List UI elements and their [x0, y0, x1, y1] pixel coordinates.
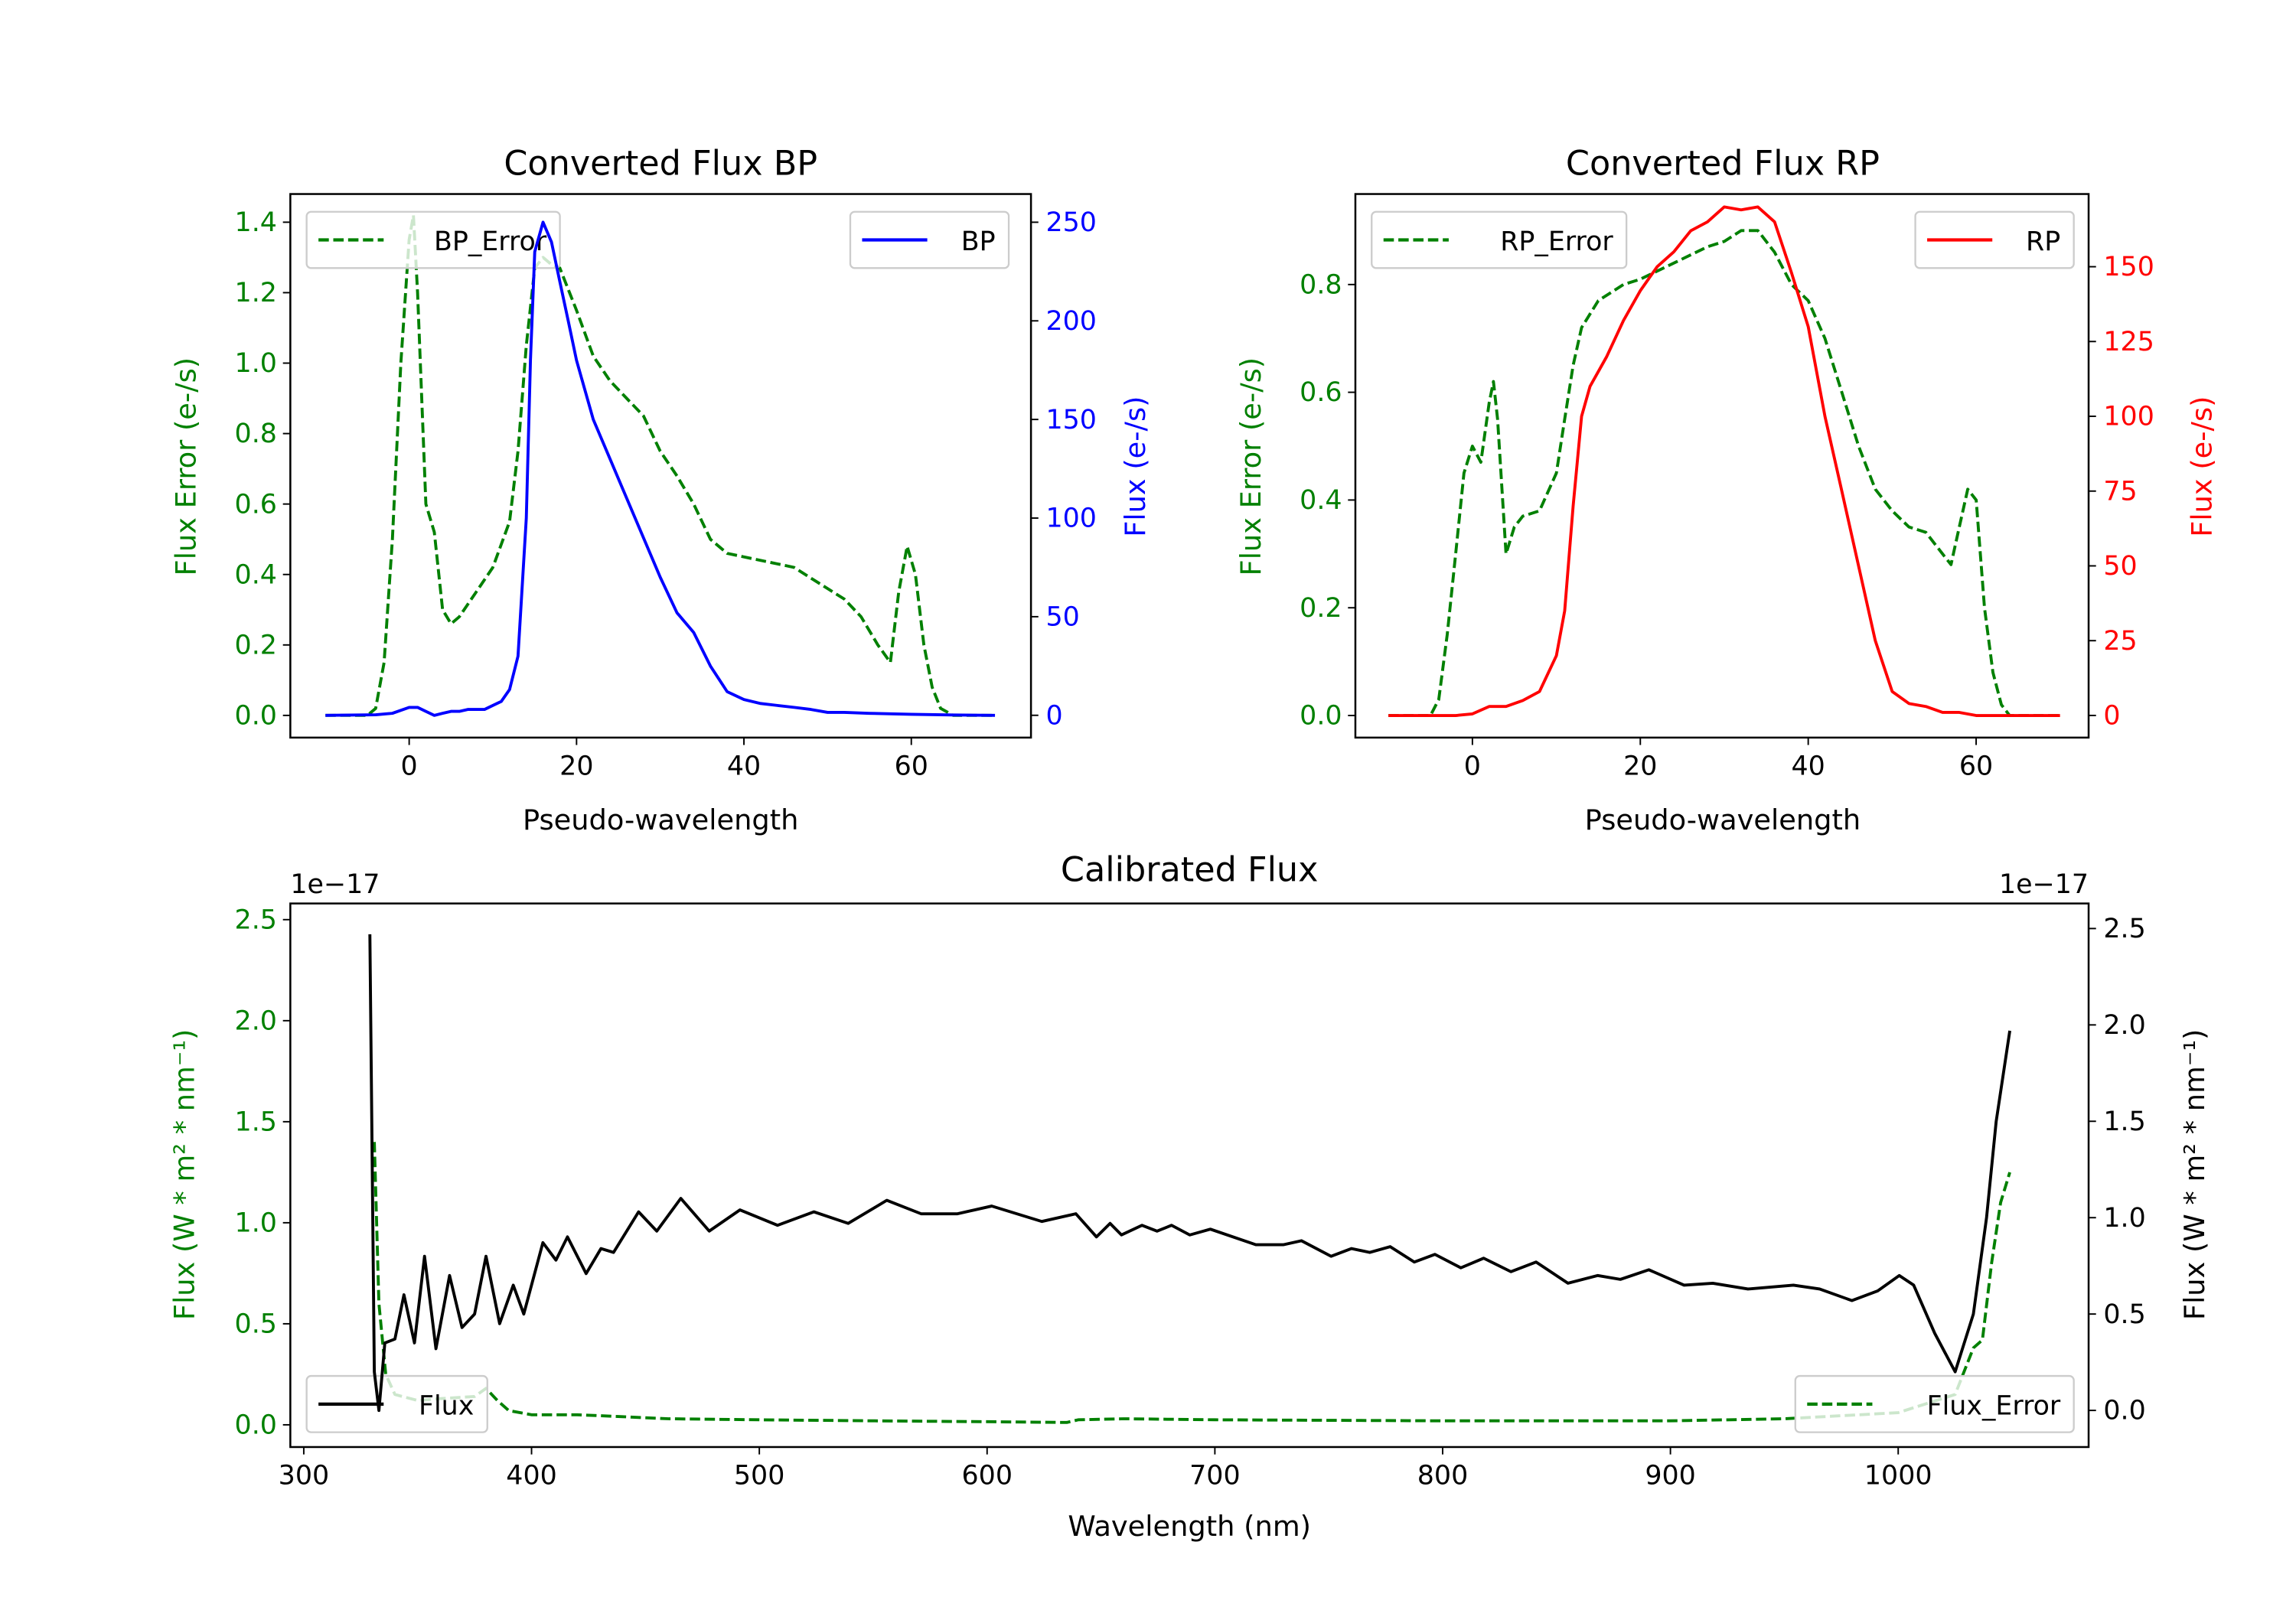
- bp-left-y-tick-label: 1.4: [235, 207, 277, 238]
- calibrated-legend-left: Flux: [305, 1374, 488, 1433]
- bp-left-y-axis-label: Flux Error (e-/s): [169, 357, 202, 576]
- calibrated-legend-right: Flux_Error: [1794, 1374, 2075, 1433]
- rp-chart: Converted Flux RP Pseudo-wavelength Flux…: [1234, 144, 2219, 836]
- bp-right-y-tick-label: 200: [1045, 306, 1096, 337]
- calibrated-x-tick-label: 400: [506, 1460, 556, 1491]
- calibrated-x-tick-label: 300: [279, 1460, 329, 1491]
- calibrated-left-y-tick-label: 1.0: [235, 1208, 277, 1238]
- calibrated-x-tick-label: 1000: [1864, 1460, 1932, 1491]
- bp-x-tick-label: 0: [401, 751, 418, 781]
- rp-axes-frame: [1354, 193, 2090, 739]
- calibrated-left-y-tick-label: 0.5: [235, 1309, 277, 1340]
- rp-right-y-tick-label: 125: [2103, 327, 2154, 357]
- rp-x-tick-label: 40: [1791, 751, 1825, 781]
- rp-left-y-tick-label: 0.6: [1300, 377, 1342, 408]
- calibrated-x-tick-label: 900: [1645, 1460, 1695, 1491]
- calibrated-x-axis-label: Wavelength (nm): [1068, 1510, 1311, 1543]
- rp-right-y-axis-label: Flux (e-/s): [2186, 396, 2219, 537]
- rp-x-tick-label: 0: [1464, 751, 1481, 781]
- calibrated-x-tick-label: 600: [962, 1460, 1013, 1491]
- bp-x-tick-label: 20: [559, 751, 593, 781]
- bp-axes-frame: [289, 193, 1032, 739]
- calibrated-right-y-tick-label: 1.0: [2103, 1203, 2145, 1234]
- calibrated-left-y-tick-label: 2.5: [235, 905, 277, 935]
- rp-series-rp-error: [1388, 229, 2060, 717]
- calibrated-left-y-tick-label: 0.0: [235, 1410, 277, 1441]
- calibrated-x-tick-label: 700: [1189, 1460, 1240, 1491]
- calibrated-right-y-tick-label: 1.5: [2103, 1107, 2145, 1137]
- bp-left-y-tick-label: 0.2: [235, 630, 277, 660]
- calibrated-right-y-tick-label: 2.0: [2103, 1010, 2145, 1041]
- bp-right-y-tick-label: 150: [1045, 405, 1096, 435]
- legend-label: RP: [2026, 227, 2060, 257]
- rp-legend-left: RP_Error: [1371, 210, 1628, 269]
- right-offset-text: 1e−17: [1999, 869, 2089, 900]
- bp-left-y-tick-label: 1.2: [235, 278, 277, 308]
- calibrated-x-tick-label: 500: [734, 1460, 784, 1491]
- rp-x-axis-label: Pseudo-wavelength: [1585, 804, 1861, 836]
- bp-series-bp-error: [325, 214, 996, 717]
- legend-box: [849, 210, 1010, 269]
- bp-series-bp: [325, 220, 996, 717]
- legend-label: BP_Error: [434, 227, 547, 257]
- calibrated-x-tick-label: 800: [1417, 1460, 1468, 1491]
- bp-x-tick-label: 60: [895, 751, 928, 781]
- bp-legend-right: BP: [849, 210, 1010, 269]
- bp-left-y-tick-label: 0.4: [235, 559, 277, 590]
- rp-chart-title: Converted Flux RP: [1566, 144, 1880, 183]
- bp-right-y-tick-label: 0: [1045, 700, 1062, 731]
- legend-box: [1371, 210, 1628, 269]
- rp-right-y-tick-label: 50: [2103, 551, 2137, 582]
- calibrated-axes-frame: [289, 902, 2090, 1449]
- calibrated-right-y-tick-label: 2.5: [2103, 914, 2145, 944]
- rp-right-y-tick-label: 100: [2103, 402, 2154, 432]
- legend-box: [1914, 210, 2075, 269]
- calibrated-right-y-tick-label: 0.5: [2103, 1299, 2145, 1330]
- calibrated-right-y-tick-label: 0.0: [2103, 1396, 2145, 1426]
- legend-box: [1794, 1374, 2075, 1433]
- bp-x-tick-label: 40: [727, 751, 761, 781]
- legend-box: [305, 210, 561, 269]
- bp-right-y-axis-label: Flux (e-/s): [1119, 396, 1152, 537]
- rp-x-tick-label: 60: [1959, 751, 1993, 781]
- rp-legend-right: RP: [1914, 210, 2075, 269]
- bp-left-y-tick-label: 0.6: [235, 489, 277, 520]
- bp-chart-title: Converted Flux BP: [504, 144, 817, 183]
- rp-left-y-tick-label: 0.0: [1300, 701, 1342, 732]
- rp-left-y-axis-label: Flux Error (e-/s): [1234, 357, 1267, 576]
- calibrated-flux-chart: Calibrated Flux 1e−17 1e−17 Wavelength (…: [168, 851, 2211, 1543]
- bp-chart: Converted Flux BP Pseudo-wavelength Flux…: [169, 144, 1152, 836]
- calibrated-left-y-tick-label: 2.0: [235, 1006, 277, 1036]
- bp-left-y-tick-label: 0.0: [235, 700, 277, 731]
- legend-label: RP_Error: [1500, 227, 1613, 257]
- calibrated-right-y-axis-label: Flux (W * m² * nm⁻¹): [2178, 1029, 2211, 1320]
- bp-left-y-tick-label: 1.0: [235, 348, 277, 379]
- bp-x-axis-label: Pseudo-wavelength: [523, 804, 799, 836]
- rp-right-y-tick-label: 75: [2103, 476, 2137, 507]
- legend-box: [305, 1374, 488, 1433]
- bp-legend-left: BP_Error: [305, 210, 561, 269]
- bp-right-y-tick-label: 250: [1045, 207, 1096, 238]
- rp-left-y-tick-label: 0.4: [1300, 485, 1342, 516]
- calibrated-left-y-tick-label: 1.5: [235, 1107, 277, 1137]
- calibrated-left-y-axis-label: Flux (W * m² * nm⁻¹): [168, 1029, 201, 1320]
- rp-right-y-tick-label: 150: [2103, 252, 2154, 282]
- rp-right-y-tick-label: 0: [2103, 701, 2120, 732]
- calibrated-chart-title: Calibrated Flux: [1061, 851, 1319, 890]
- legend-label: Flux: [419, 1390, 474, 1421]
- rp-left-y-tick-label: 0.2: [1300, 593, 1342, 624]
- left-offset-text: 1e−17: [290, 869, 380, 900]
- calibrated-series-flux: [368, 934, 2011, 1413]
- legend-label: Flux_Error: [1927, 1390, 2061, 1421]
- bp-right-y-tick-label: 50: [1045, 601, 1079, 632]
- rp-left-y-tick-label: 0.8: [1300, 269, 1342, 300]
- rp-right-y-tick-label: 25: [2103, 626, 2137, 657]
- rp-series-rp: [1388, 205, 2060, 717]
- rp-x-tick-label: 20: [1623, 751, 1657, 781]
- bp-left-y-tick-label: 0.8: [235, 419, 277, 449]
- bp-right-y-tick-label: 100: [1045, 504, 1096, 534]
- legend-label: BP: [961, 227, 996, 257]
